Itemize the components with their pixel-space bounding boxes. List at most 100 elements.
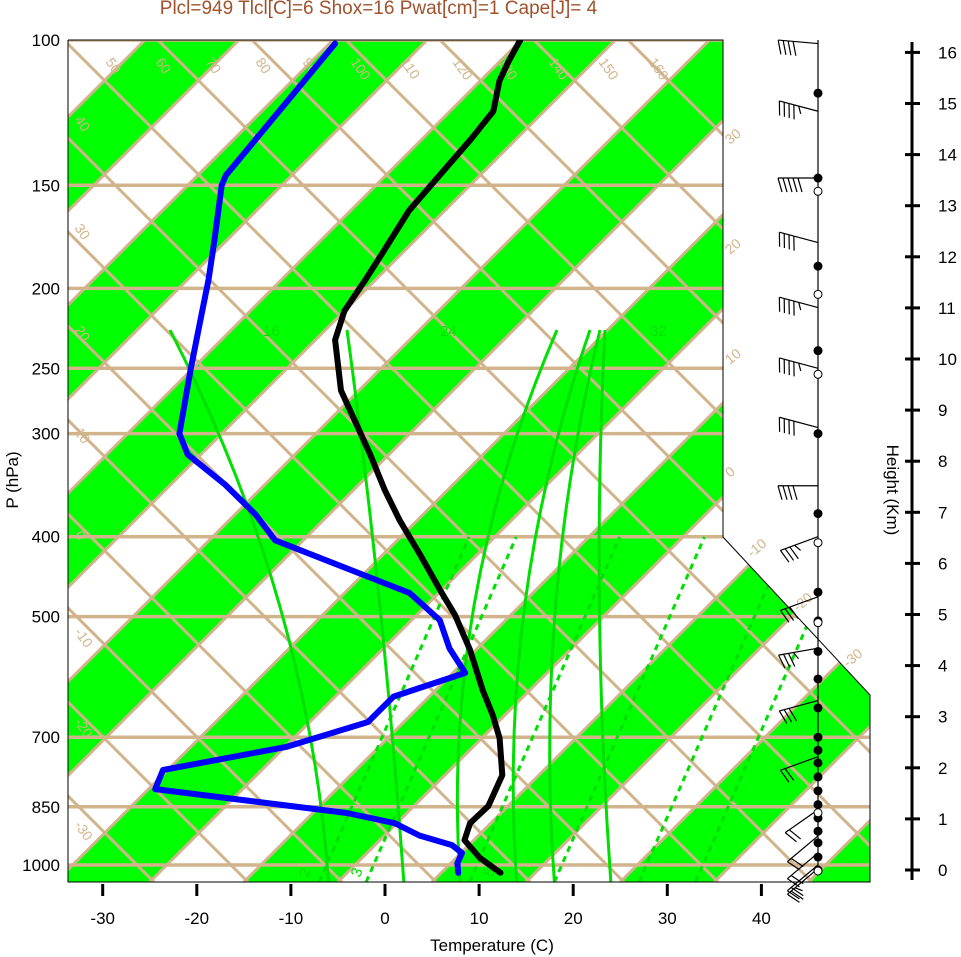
wind-barb [777,177,818,193]
height-tick-label: 6 [938,554,947,573]
moist-adiabat-line [597,329,613,882]
mixing-ratio-line [468,536,622,882]
dewpoint-line [152,40,469,876]
height-tick-label: 1 [938,810,947,829]
dry-adiabat-line [68,40,344,882]
moist-adiabat-line [168,329,331,882]
obs-level-dot [813,826,823,836]
mixing-ratio-label: 3 [348,866,367,880]
moist-adiabat-line [511,329,592,882]
isotherm-line [242,40,870,882]
obs-level-dot [813,88,823,98]
mixing-ratio-line [553,536,706,882]
height-tick-label: 5 [938,606,947,625]
isotherm-line [713,40,870,882]
y-tick-label: 500 [32,608,60,627]
height-tick-label: 14 [938,146,957,165]
obs-level-dot [813,745,823,755]
obs-level-dot [813,703,823,713]
height-axis-label: Height (Km) [883,445,902,536]
moist-adiabat-line [455,329,559,882]
obs-level-open-dot [813,369,823,379]
isotherm-line [68,40,805,882]
isotherm-label: 10 [722,345,744,367]
obs-level-open-dot [813,808,823,818]
wind-barb [779,596,819,623]
obs-level-dot [813,674,823,684]
x-tick-label: -20 [185,909,210,928]
height-tick-label: 11 [938,299,956,318]
wind-barb [777,39,819,56]
mixing-ratio-line [364,536,518,882]
plot-border [67,39,871,883]
x-tick-label: 0 [380,909,389,928]
y-tick-label: 1000 [22,856,60,875]
isotherm-line [68,40,429,882]
adiabat-label-top: 120 [450,55,477,83]
moist-adiabat-label: 32 [650,323,667,340]
adiabat-label-top: 150 [596,55,623,83]
wind-barb [779,756,819,783]
obs-level-dot [813,772,823,782]
dry-adiabat-line [68,40,438,882]
mixing-ratio-line [637,536,791,882]
isotherm-line [68,40,241,882]
height-tick-label: 9 [938,401,947,420]
obs-level-dot [813,587,823,597]
x-tick-label: 30 [658,909,677,928]
obs-level-open-dot [813,618,823,628]
temperature-line [332,40,524,876]
isotherm-line [68,40,335,882]
height-tick-label: 3 [938,708,947,727]
isotherm-label: 0 [722,463,738,480]
isotherm-label: 30 [722,125,744,147]
height-tick-label: 0 [938,861,947,880]
moist-adiabat-label: 24 [440,323,457,340]
wind-barb [784,809,819,843]
obs-level-dot [813,173,823,183]
isotherm-line [68,40,711,882]
isotherm-label: 20 [722,235,744,257]
y-tick-label: 250 [32,359,60,378]
wind-barb [778,296,819,316]
y-tick-label: 700 [32,728,60,747]
obs-level-open-dot [813,538,823,548]
temperature-bands [68,40,870,882]
height-tick-label: 4 [938,657,947,676]
obs-level-dot [813,346,823,356]
wind-barb [778,700,819,724]
isotherm-line [619,40,870,882]
wind-barb [777,485,818,500]
obs-level-dot [813,732,823,742]
wind-barb [778,647,819,669]
isotherm-band [432,40,870,882]
moist-adiabat-line [548,329,602,882]
isotherm-band [68,40,804,882]
isotherm-line [525,40,870,882]
height-tick-label: 2 [938,759,947,778]
wind-barb [778,100,819,120]
wind-barb [779,536,819,563]
obs-level-dot [813,646,823,656]
obs-level-dot [813,838,823,848]
x-tick-label: 20 [564,909,583,928]
dry-adiabat-line [68,40,250,882]
isotherm-label: -10 [744,535,770,560]
profiles [152,40,524,876]
y-tick-label: 100 [32,31,60,50]
chart-title: Plcl=949 Tlcl[C]=6 Shox=16 Pwat[cm]=1 Ca… [0,0,961,20]
height-tick-label: 13 [938,197,957,216]
obs-level-dot [813,800,823,810]
x-tick-label: -10 [279,909,304,928]
height-tick-label: 10 [938,350,957,369]
isotherm-line [68,40,523,882]
y-axis-label: P (hPa) [3,451,22,508]
moist-adiabat-label: 16 [263,323,280,340]
obs-level-dot [813,429,823,439]
y-tick-label: 400 [32,528,60,547]
wind-barb [786,868,819,903]
obs-level-open-dot [813,866,823,876]
obs-level-dot [813,786,823,796]
height-tick-label: 16 [938,43,957,62]
